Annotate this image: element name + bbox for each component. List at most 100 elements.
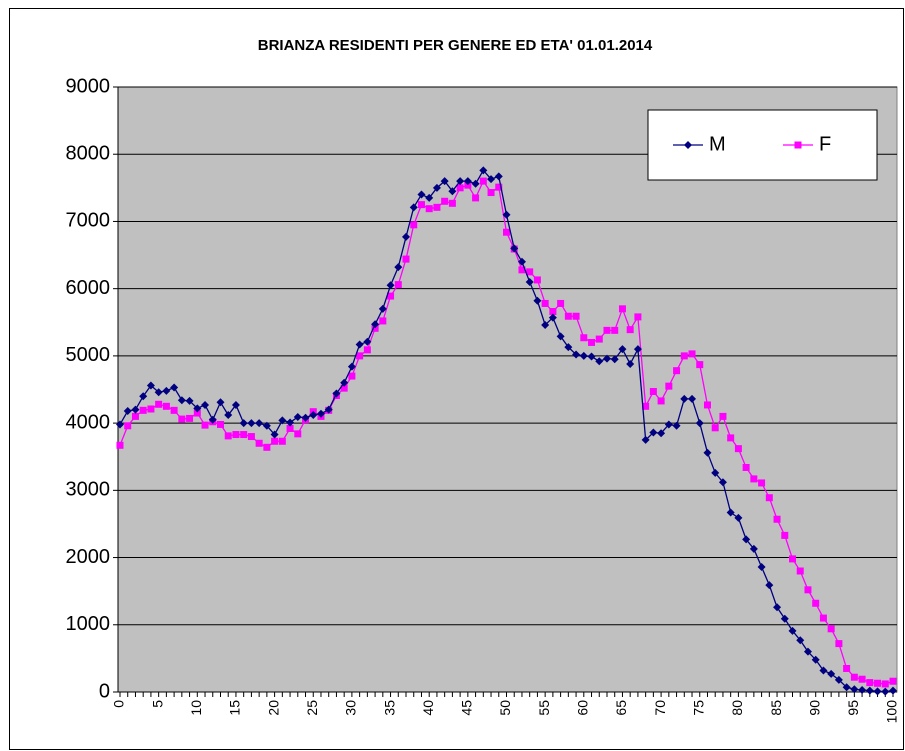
marker: [526, 268, 534, 276]
marker: [371, 320, 380, 329]
marker: [262, 421, 271, 430]
marker: [711, 424, 719, 432]
y-tick-label: 0: [99, 680, 110, 702]
marker: [124, 422, 132, 430]
marker: [162, 386, 171, 395]
marker: [750, 475, 758, 483]
marker: [471, 179, 480, 188]
marker: [479, 166, 488, 175]
marker: [618, 345, 627, 354]
plot-area: [117, 86, 898, 693]
y-tick-label: 7000: [66, 210, 111, 232]
chart-title: BRIANZA RESIDENTI PER GENERE ED ETA' 01.…: [258, 37, 653, 54]
marker: [472, 194, 480, 202]
marker: [549, 308, 557, 316]
marker: [579, 351, 588, 360]
x-tick-label: 85: [768, 700, 784, 716]
marker: [796, 567, 804, 575]
marker: [711, 468, 720, 477]
marker: [719, 412, 727, 420]
marker: [340, 378, 349, 387]
marker: [440, 177, 449, 186]
marker: [881, 687, 890, 696]
marker: [664, 420, 673, 429]
marker: [588, 338, 596, 346]
marker: [154, 388, 163, 397]
marker: [177, 396, 186, 405]
x-tick-label: 5: [149, 700, 165, 708]
marker: [402, 255, 410, 263]
marker: [881, 680, 889, 688]
marker: [387, 292, 395, 300]
marker: [642, 402, 650, 410]
marker: [758, 479, 766, 487]
y-tick-label: 2000: [66, 546, 111, 568]
x-tick-label: 20: [265, 700, 281, 716]
marker: [340, 384, 348, 392]
marker: [116, 441, 124, 449]
marker: [850, 673, 858, 681]
marker: [788, 626, 797, 635]
marker: [580, 334, 588, 342]
marker: [742, 463, 750, 471]
marker: [819, 666, 828, 675]
x-tick-label: 45: [459, 700, 475, 716]
marker: [417, 190, 426, 199]
marker: [224, 432, 232, 440]
marker: [232, 431, 240, 439]
marker: [456, 177, 465, 186]
x-tick-label: 90: [806, 700, 822, 716]
marker: [139, 392, 148, 401]
marker: [433, 203, 441, 211]
marker: [718, 478, 727, 487]
marker: [703, 448, 712, 457]
marker: [688, 350, 696, 358]
marker: [448, 199, 456, 207]
marker: [726, 508, 735, 517]
marker: [587, 352, 596, 361]
marker: [865, 686, 874, 695]
marker: [324, 405, 333, 414]
marker: [417, 201, 425, 209]
marker: [170, 383, 179, 392]
marker: [386, 281, 395, 290]
marker: [247, 433, 255, 441]
marker: [309, 411, 318, 420]
marker: [773, 603, 782, 612]
marker: [796, 636, 805, 645]
marker: [827, 669, 836, 678]
x-tick-label: 65: [613, 700, 629, 716]
marker: [696, 361, 704, 369]
marker: [541, 299, 549, 307]
marker: [463, 177, 472, 186]
y-tick-label: 1000: [66, 613, 111, 635]
marker: [633, 345, 642, 354]
marker: [231, 400, 240, 409]
marker: [657, 397, 665, 405]
x-tick-label: 55: [536, 700, 552, 716]
x-tick-label: 70: [652, 700, 668, 716]
marker: [425, 193, 434, 202]
marker: [602, 354, 611, 363]
marker: [155, 400, 163, 408]
marker: [224, 411, 233, 420]
x-tick-label: 35: [381, 700, 397, 716]
marker: [649, 428, 658, 437]
marker: [665, 382, 673, 390]
marker: [147, 405, 155, 413]
marker: [858, 675, 866, 683]
y-tick-label: 9000: [66, 75, 111, 97]
marker: [811, 655, 820, 664]
marker: [765, 494, 773, 502]
marker: [595, 357, 604, 366]
marker: [216, 398, 225, 407]
marker: [749, 544, 758, 553]
marker: [123, 407, 132, 416]
marker: [271, 437, 279, 445]
marker: [347, 362, 356, 371]
marker: [193, 404, 202, 413]
marker: [873, 687, 882, 696]
marker: [595, 335, 603, 343]
marker: [858, 685, 867, 694]
marker: [356, 352, 364, 360]
